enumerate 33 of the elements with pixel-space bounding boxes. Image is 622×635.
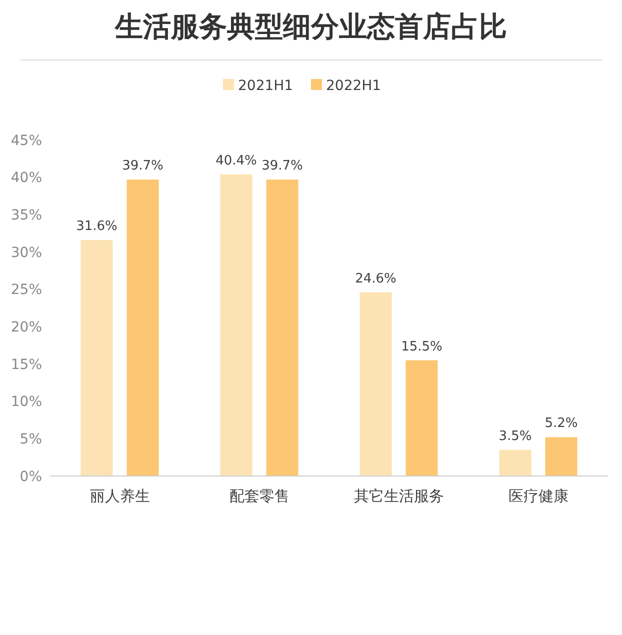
x-tick-label: 其它生活服务 xyxy=(354,487,444,505)
y-tick-label: 45% xyxy=(10,132,42,149)
y-tick-label: 20% xyxy=(10,320,42,336)
x-tick-label: 丽人养生 xyxy=(90,487,150,505)
chart-title: 生活服务典型细分业态首店占比 xyxy=(114,10,507,43)
bar xyxy=(126,180,159,476)
bar xyxy=(266,180,298,476)
data-label: 24.6% xyxy=(355,271,396,286)
x-tick-label: 配套零售 xyxy=(229,487,290,505)
y-tick-label: 40% xyxy=(10,170,42,186)
data-label: 40.4% xyxy=(216,153,257,168)
bar xyxy=(360,292,392,476)
x-tick-label: 医疗健康 xyxy=(508,487,568,505)
bar xyxy=(499,450,532,476)
bar xyxy=(80,240,113,476)
y-tick-label: 15% xyxy=(10,356,42,373)
y-tick-label: 0% xyxy=(20,468,42,485)
legend-label: 2022H1 xyxy=(326,78,382,94)
bar xyxy=(406,360,438,476)
legend-label: 2021H1 xyxy=(238,78,294,94)
y-tick-label: 35% xyxy=(10,208,42,224)
y-tick-label: 5% xyxy=(20,432,42,448)
bar xyxy=(545,437,578,476)
data-label: 3.5% xyxy=(498,428,532,444)
data-label: 39.7% xyxy=(262,158,303,174)
data-label: 39.7% xyxy=(122,158,164,174)
data-label: 15.5% xyxy=(401,339,442,354)
y-tick-label: 30% xyxy=(10,244,42,261)
y-tick-label: 25% xyxy=(10,282,42,298)
data-label: 31.6% xyxy=(76,219,118,234)
data-label: 5.2% xyxy=(544,416,578,432)
y-tick-label: 10% xyxy=(10,394,42,410)
bar xyxy=(220,174,252,476)
